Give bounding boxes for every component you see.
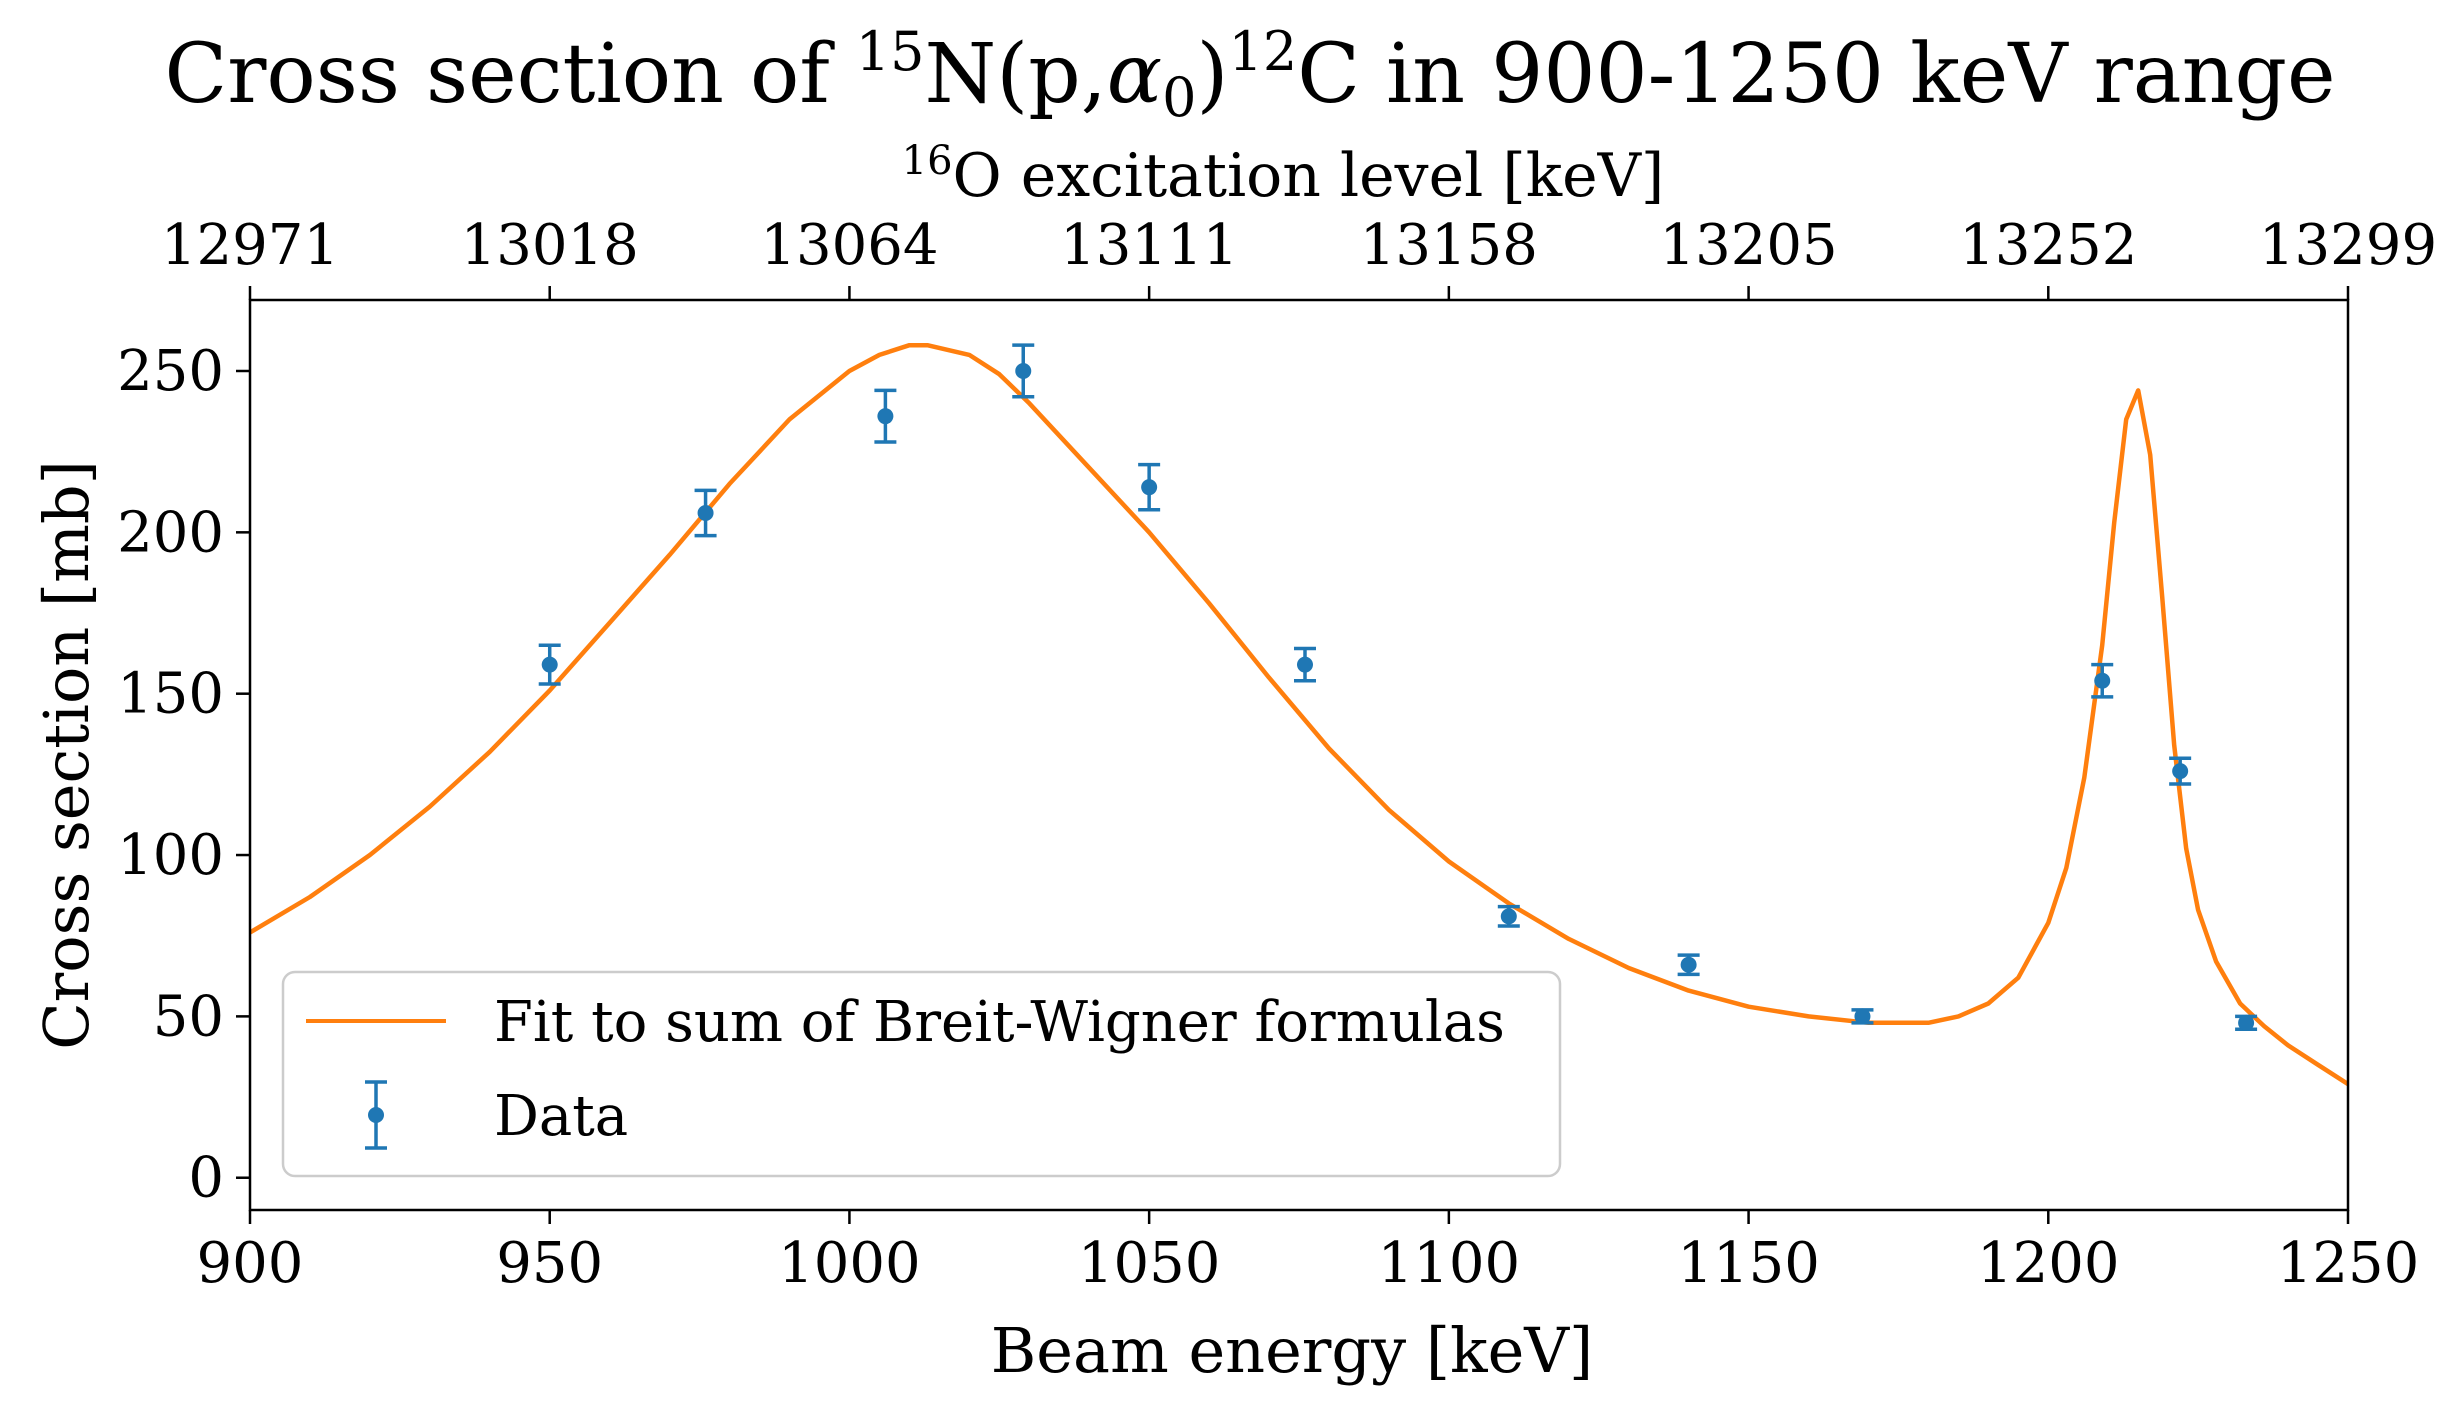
legend-box (281, 970, 1562, 1178)
legend-data-swatch (365, 1080, 387, 1150)
fit-curve-line (250, 342, 2348, 1086)
secondary-x-axis-label: 16O excitation level [keV] (902, 138, 1665, 211)
y-tick-label: 150 (117, 662, 224, 727)
x-tick-label: 1100 (1378, 1231, 1521, 1296)
top-tick-label: 13018 (461, 213, 639, 278)
top-tick-label: 12971 (161, 213, 339, 278)
data-point (874, 388, 897, 444)
x-axis-ticks: 900 950 1000 1050 1100 1150 1200 1250 (197, 1210, 2420, 1296)
chart-title: Cross section of 15N(p,α0)12C in 900-125… (164, 20, 2335, 129)
x-tick-label: 1000 (778, 1231, 921, 1296)
y-tick-label: 100 (117, 823, 224, 888)
data-point (2169, 756, 2192, 786)
x-tick-label: 950 (496, 1231, 603, 1296)
x-axis-label: Beam energy [keV] (991, 1314, 1594, 1387)
data-point (694, 488, 717, 538)
data-point (1293, 646, 1316, 683)
y-tick-label: 250 (117, 339, 224, 404)
x-tick-label: 900 (197, 1231, 304, 1296)
data-point (1012, 343, 1035, 399)
top-tick-label: 13205 (1659, 213, 1837, 278)
y-tick-label: 50 (153, 984, 224, 1049)
top-tick-label: 13158 (1360, 213, 1538, 278)
data-point (1677, 953, 1700, 977)
plot-frame (248, 298, 2350, 1212)
legend: Fit to sum of Breit-Wigner formulas Data (281, 970, 1562, 1178)
data-point (1497, 904, 1520, 928)
x-tick-label: 1150 (1677, 1231, 1820, 1296)
data-point (2091, 662, 2114, 699)
y-axis-ticks: 0 50 100 150 200 250 (117, 339, 250, 1211)
y-tick-label: 200 (117, 500, 224, 565)
legend-data-label: Data (494, 1084, 628, 1149)
top-axis-ticks: 12971 13018 13064 13111 13158 13205 13252 13299 (161, 213, 2437, 300)
data-point (538, 643, 561, 686)
top-tick-label: 13252 (1959, 213, 2137, 278)
y-axis-label: Cross section [mb] (30, 460, 103, 1050)
top-tick-label: 13299 (2259, 213, 2437, 278)
legend-fit-label: Fit to sum of Breit-Wigner formulas (494, 990, 1505, 1055)
y-tick-label: 0 (188, 1146, 224, 1211)
top-tick-label: 13064 (760, 213, 938, 278)
x-tick-label: 1250 (2277, 1231, 2420, 1296)
x-tick-label: 1200 (1977, 1231, 2120, 1296)
data-point (2235, 1014, 2258, 1032)
plot-series (250, 342, 2348, 1086)
top-tick-label: 13111 (1060, 213, 1238, 278)
data-point (1851, 1008, 1874, 1025)
data-point (1138, 462, 1161, 512)
x-tick-label: 1050 (1078, 1231, 1221, 1296)
